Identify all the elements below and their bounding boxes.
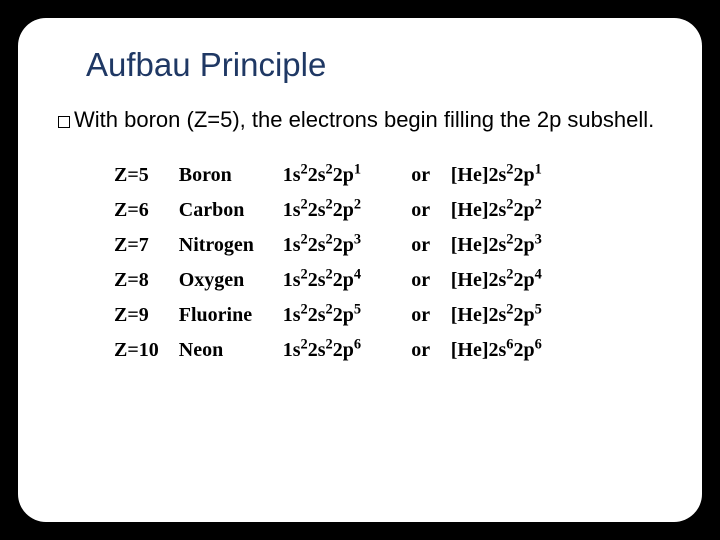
- table-row: Z=6Carbon1s22s22p2or[He]2s22p2: [108, 193, 575, 228]
- cell-or: or: [405, 228, 445, 263]
- cell-full-config: 1s22s22p4: [277, 263, 405, 298]
- cell-element-name: Nitrogen: [173, 228, 277, 263]
- cell-or: or: [405, 333, 445, 368]
- cell-full-config: 1s22s22p1: [277, 158, 405, 193]
- cell-z: Z=7: [108, 228, 173, 263]
- electron-config-table: Z=5Boron1s22s22p1or[He]2s22p1Z=6Carbon1s…: [108, 158, 575, 368]
- cell-noble-config: [He]2s62p6: [445, 333, 575, 368]
- table-row: Z=10Neon1s22s22p6or[He]2s62p6: [108, 333, 575, 368]
- body-text-content: With boron (Z=5), the electrons begin fi…: [74, 107, 654, 132]
- cell-element-name: Boron: [173, 158, 277, 193]
- cell-full-config: 1s22s22p2: [277, 193, 405, 228]
- cell-z: Z=5: [108, 158, 173, 193]
- cell-noble-config: [He]2s22p2: [445, 193, 575, 228]
- table-row: Z=5Boron1s22s22p1or[He]2s22p1: [108, 158, 575, 193]
- slide-title: Aufbau Principle: [86, 46, 662, 84]
- cell-noble-config: [He]2s22p3: [445, 228, 575, 263]
- table-body: Z=5Boron1s22s22p1or[He]2s22p1Z=6Carbon1s…: [108, 158, 575, 368]
- table-row: Z=8Oxygen1s22s22p4or[He]2s22p4: [108, 263, 575, 298]
- cell-z: Z=10: [108, 333, 173, 368]
- cell-or: or: [405, 158, 445, 193]
- table-row: Z=7Nitrogen1s22s22p3or[He]2s22p3: [108, 228, 575, 263]
- cell-z: Z=8: [108, 263, 173, 298]
- bullet-icon: [58, 116, 70, 128]
- cell-full-config: 1s22s22p3: [277, 228, 405, 263]
- cell-element-name: Carbon: [173, 193, 277, 228]
- cell-or: or: [405, 193, 445, 228]
- cell-element-name: Neon: [173, 333, 277, 368]
- cell-element-name: Fluorine: [173, 298, 277, 333]
- slide-frame: Aufbau Principle With boron (Z=5), the e…: [18, 18, 702, 522]
- cell-noble-config: [He]2s22p5: [445, 298, 575, 333]
- cell-or: or: [405, 298, 445, 333]
- cell-z: Z=6: [108, 193, 173, 228]
- cell-noble-config: [He]2s22p1: [445, 158, 575, 193]
- slide-body: With boron (Z=5), the electrons begin fi…: [58, 106, 662, 134]
- cell-full-config: 1s22s22p5: [277, 298, 405, 333]
- cell-full-config: 1s22s22p6: [277, 333, 405, 368]
- cell-element-name: Oxygen: [173, 263, 277, 298]
- cell-z: Z=9: [108, 298, 173, 333]
- table-row: Z=9Fluorine1s22s22p5or[He]2s22p5: [108, 298, 575, 333]
- cell-or: or: [405, 263, 445, 298]
- cell-noble-config: [He]2s22p4: [445, 263, 575, 298]
